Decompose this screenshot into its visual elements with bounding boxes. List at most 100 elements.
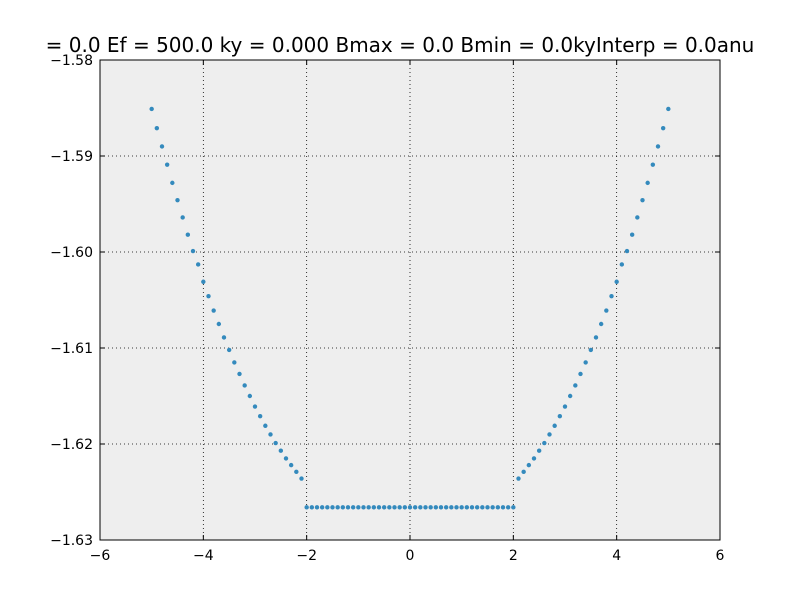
x-axis: −6 −4 −2 0 2 4 6	[90, 60, 725, 564]
data-point	[356, 505, 361, 510]
data-point	[464, 505, 470, 510]
data-point	[314, 505, 320, 510]
y-axis: −1.58 −1.59 −1.60 −1.61 −1.62 −1.63	[50, 53, 720, 549]
data-point	[407, 505, 413, 510]
data-point	[650, 162, 656, 167]
data-point	[304, 505, 309, 510]
data-point	[495, 505, 501, 510]
x-tick-label: 4	[612, 548, 621, 564]
data-point	[257, 413, 263, 419]
y-tick-label: −1.59	[50, 149, 93, 165]
data-point	[201, 279, 206, 284]
data-point	[268, 432, 273, 437]
data-point	[557, 413, 563, 419]
data-point	[247, 393, 253, 399]
data-point	[325, 505, 330, 510]
data-point	[562, 404, 568, 409]
y-tick-label: −1.58	[50, 53, 93, 69]
data-point	[583, 360, 588, 365]
data-point	[237, 371, 242, 377]
data-point	[573, 383, 578, 388]
data-point	[645, 180, 650, 186]
data-point	[216, 321, 222, 327]
data-point	[640, 197, 645, 203]
data-point	[567, 393, 573, 399]
data-point	[154, 125, 160, 131]
data-point	[619, 262, 625, 267]
data-point	[221, 335, 227, 340]
data-point	[149, 106, 154, 112]
data-point	[505, 505, 511, 510]
data-point	[418, 505, 423, 510]
data-point	[288, 462, 294, 468]
data-point	[273, 440, 278, 446]
data-point	[175, 197, 180, 203]
data-point	[164, 162, 170, 167]
data-point	[629, 232, 635, 237]
data-point	[299, 476, 304, 481]
data-point	[278, 448, 284, 453]
data-point	[433, 505, 439, 510]
x-tick-label: 6	[716, 548, 725, 564]
data-point	[485, 505, 490, 510]
data-point	[423, 505, 428, 510]
data-point	[283, 456, 289, 461]
data-point	[319, 505, 325, 510]
data-point	[526, 462, 532, 468]
data-point	[536, 448, 542, 453]
x-tick-label: −6	[90, 548, 111, 564]
data-point	[335, 505, 340, 510]
data-point	[604, 308, 609, 313]
data-point	[500, 505, 506, 510]
data-point	[397, 505, 402, 510]
data-point	[232, 360, 237, 365]
data-point	[330, 505, 335, 510]
y-tick-label: −1.63	[50, 533, 93, 549]
data-point	[195, 262, 201, 267]
data-point	[345, 505, 351, 510]
data-point	[428, 505, 433, 510]
y-tick-label: −1.60	[50, 245, 93, 261]
data-point	[531, 456, 537, 461]
y-tick-label: −1.62	[50, 437, 93, 453]
data-point	[660, 125, 666, 131]
data-point	[635, 215, 640, 220]
data-point	[185, 232, 191, 237]
data-point	[552, 423, 557, 428]
data-point	[521, 469, 526, 475]
data-point	[666, 106, 671, 112]
x-tick-label: 0	[406, 548, 415, 564]
data-point	[366, 505, 371, 510]
data-point	[454, 505, 459, 510]
data-point	[474, 505, 480, 510]
data-point	[469, 505, 475, 510]
data-point	[655, 144, 661, 149]
data-point	[443, 505, 449, 510]
data-point	[190, 248, 196, 254]
data-point	[242, 383, 247, 388]
data-point	[480, 505, 485, 510]
data-point	[402, 505, 408, 510]
data-point	[361, 505, 366, 510]
data-point	[350, 505, 356, 510]
data-point	[438, 505, 444, 510]
data-point	[340, 505, 346, 510]
data-point	[624, 248, 630, 254]
data-point	[459, 505, 464, 510]
data-point	[542, 440, 547, 446]
data-point	[263, 423, 268, 428]
data-point	[371, 505, 377, 510]
data-point	[381, 505, 387, 510]
data-point	[412, 505, 418, 510]
x-tick-label: 2	[509, 548, 518, 564]
data-point	[226, 347, 232, 353]
data-point	[170, 180, 175, 186]
data-point	[159, 144, 165, 149]
data-point	[252, 404, 258, 409]
data-point	[309, 505, 315, 510]
data-point	[211, 308, 216, 313]
data-point	[294, 469, 299, 475]
data-point	[578, 371, 583, 377]
data-point	[387, 505, 392, 510]
